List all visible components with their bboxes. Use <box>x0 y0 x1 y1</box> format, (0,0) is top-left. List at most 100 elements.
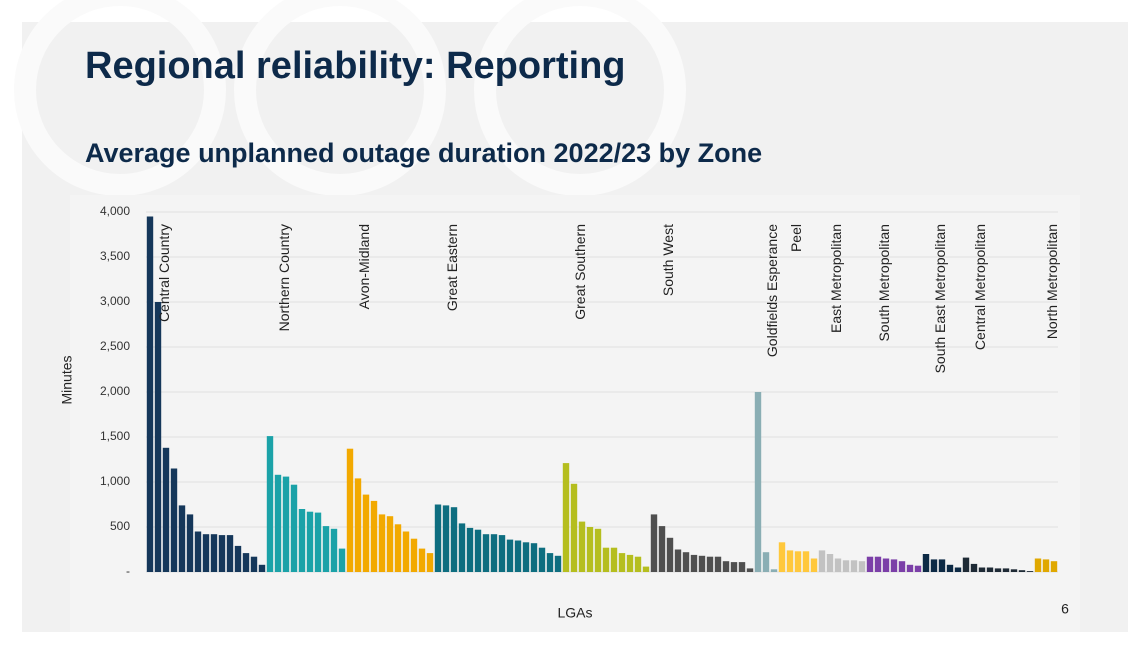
bar <box>770 569 778 572</box>
bar <box>818 550 826 572</box>
bar <box>954 567 962 572</box>
decor <box>474 0 686 196</box>
bar <box>394 524 402 572</box>
bar <box>834 558 842 572</box>
zone-label: North Metropolitan <box>1044 224 1060 339</box>
bar <box>258 564 266 572</box>
bar <box>642 566 650 572</box>
zone-label: Peel <box>788 224 804 252</box>
bar <box>986 567 994 572</box>
bar <box>178 505 186 572</box>
bar <box>514 540 522 572</box>
bar <box>506 539 514 572</box>
bar <box>858 561 866 572</box>
bar <box>266 436 274 572</box>
bar <box>778 542 786 572</box>
bar <box>866 556 874 572</box>
bar <box>346 448 354 572</box>
bar <box>170 468 178 572</box>
bar <box>618 553 626 572</box>
bar <box>338 548 346 572</box>
bar <box>882 558 890 572</box>
bar <box>898 561 906 572</box>
bar <box>714 556 722 572</box>
bar <box>994 568 1002 572</box>
bar <box>802 551 810 572</box>
bar <box>674 549 682 572</box>
zone-label: Central Metropolitan <box>972 224 988 350</box>
bar <box>482 534 490 572</box>
y-tick-label: 500 <box>110 519 130 533</box>
bar <box>250 556 258 572</box>
bar <box>1034 558 1042 572</box>
y-tick-label: 2,000 <box>100 384 130 398</box>
bar <box>978 567 986 572</box>
y-axis-label: Minutes <box>59 355 75 404</box>
y-tick-label: 1,500 <box>100 429 130 443</box>
bar <box>594 528 602 572</box>
decor <box>14 0 226 196</box>
bar <box>722 561 730 572</box>
zone-label: Central Country <box>156 224 172 322</box>
bar <box>226 535 234 572</box>
y-tick-label: 1,000 <box>100 474 130 488</box>
bar <box>458 523 466 572</box>
bar <box>810 558 818 572</box>
y-tick-label: 4,000 <box>100 204 130 218</box>
bar <box>306 511 314 572</box>
bar <box>906 564 914 572</box>
bar <box>450 507 458 572</box>
bar <box>930 559 938 572</box>
bar <box>730 562 738 572</box>
bar <box>962 557 970 572</box>
bar <box>498 535 506 572</box>
bar <box>322 526 330 572</box>
y-tick-label: - <box>126 564 130 578</box>
bar <box>682 552 690 572</box>
zone-label: South West <box>660 224 676 296</box>
bar <box>890 559 898 572</box>
bar <box>194 531 202 572</box>
bar <box>154 302 162 572</box>
bar <box>562 463 570 572</box>
bar <box>530 543 538 572</box>
bar <box>162 447 170 572</box>
bar <box>554 555 562 572</box>
bar <box>706 556 714 572</box>
bar <box>146 216 154 572</box>
bar <box>1002 568 1010 572</box>
bar <box>922 554 930 572</box>
bar <box>210 534 218 572</box>
bar <box>610 547 618 572</box>
bar <box>234 545 242 572</box>
bar <box>442 505 450 572</box>
bar <box>282 476 290 572</box>
bar <box>842 560 850 572</box>
bar <box>938 559 946 572</box>
zone-label: South East Metropolitan <box>932 224 948 373</box>
bar <box>290 484 298 572</box>
bar <box>1042 559 1050 572</box>
bar <box>1018 570 1026 572</box>
bar <box>602 547 610 572</box>
zone-label: Great Eastern <box>444 224 460 311</box>
bar <box>314 512 322 572</box>
bar <box>434 504 442 572</box>
bar <box>546 553 554 572</box>
bar <box>786 550 794 572</box>
chart-title: Average unplanned outage duration 2022/2… <box>85 138 762 168</box>
bar <box>1026 571 1034 572</box>
bar <box>970 563 978 572</box>
bar <box>874 556 882 572</box>
bar <box>1050 561 1058 572</box>
bar <box>330 528 338 572</box>
bar <box>698 555 706 572</box>
page-number: 6 <box>1061 601 1069 617</box>
bar <box>362 494 370 572</box>
bar <box>658 526 666 572</box>
bar <box>522 542 530 572</box>
bar <box>738 562 746 572</box>
bar <box>914 565 922 572</box>
bar <box>586 527 594 572</box>
